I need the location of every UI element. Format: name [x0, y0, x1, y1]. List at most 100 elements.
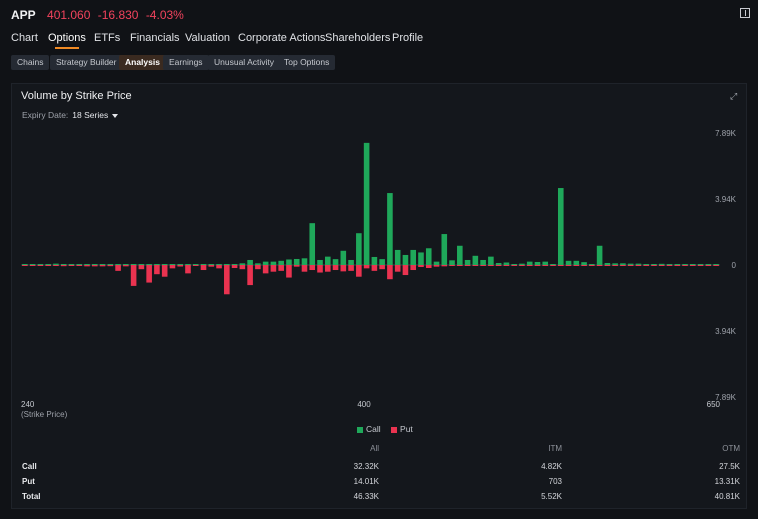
call-bar — [449, 260, 455, 265]
call-bar — [472, 255, 479, 265]
put-bar — [317, 265, 323, 273]
subtab-strategy-builder[interactable]: Strategy Builder — [50, 55, 123, 70]
call-bar — [589, 264, 595, 265]
put-bar — [472, 265, 479, 266]
legend-call[interactable]: Call — [357, 424, 381, 434]
call-bar — [270, 261, 277, 265]
volume-panel: Volume by Strike Price ⤢ Expiry Date: 18 … — [11, 83, 747, 509]
call-bar — [379, 259, 385, 265]
call-bar — [309, 223, 316, 265]
put-bar — [68, 265, 75, 266]
put-bar — [550, 265, 556, 266]
put-bar — [658, 265, 665, 266]
legend-put[interactable]: Put — [391, 424, 413, 434]
put-bar — [200, 265, 207, 271]
stats-row-total: Total 46.33K 5.52K 40.81K — [12, 492, 746, 506]
y-tick-label: 7.89K — [715, 129, 737, 138]
call-bar — [84, 264, 90, 265]
y-tick-label: 7.89K — [715, 393, 737, 402]
y-tick-label: 3.94K — [715, 327, 737, 336]
call-bar — [542, 261, 549, 265]
put-bar — [371, 265, 378, 271]
put-bar — [99, 265, 106, 267]
tab-corporate-actions[interactable]: Corporate Actions — [238, 32, 326, 44]
subtab-unusual-activity[interactable]: Unusual Activity — [208, 55, 280, 70]
call-bar — [239, 263, 246, 265]
call-bar — [612, 263, 618, 265]
tab-etfs[interactable]: ETFs — [94, 32, 121, 44]
header-otm: OTM — [722, 444, 740, 453]
stats-header-row: All ITM OTM — [12, 444, 746, 458]
legend-put-label: Put — [400, 424, 413, 434]
call-bar — [340, 250, 347, 265]
call-bar — [169, 264, 176, 265]
call-bar — [457, 245, 463, 265]
call-bar — [643, 264, 650, 265]
call-bar — [224, 264, 230, 265]
call-bar — [208, 264, 215, 265]
y-tick-label: 0 — [732, 261, 737, 270]
header-itm: ITM — [548, 444, 562, 453]
x-tick-label: 650 — [707, 400, 721, 409]
put-bar — [526, 265, 533, 266]
call-bar — [550, 264, 556, 265]
put-all: 14.01K — [353, 477, 379, 486]
call-bar — [604, 262, 611, 265]
call-bar — [255, 263, 261, 265]
call-bar — [146, 264, 152, 265]
call-bar — [534, 261, 541, 265]
tab-financials[interactable]: Financials — [130, 32, 180, 44]
expiry-selector[interactable]: Expiry Date: 18 Series — [22, 110, 119, 120]
call-bar — [91, 264, 98, 265]
call-bar — [658, 263, 665, 265]
call-bar — [301, 258, 308, 265]
put-bar — [154, 265, 160, 275]
tab-chart[interactable]: Chart — [11, 32, 38, 44]
header-bar: APP 401.060 -16.830 -4.03% — [0, 0, 758, 28]
put-bar — [596, 265, 603, 266]
put-bar — [433, 265, 440, 267]
put-bar — [60, 265, 67, 267]
tab-shareholders[interactable]: Shareholders — [325, 32, 391, 44]
call-bar — [402, 254, 409, 265]
call-bar — [60, 264, 67, 265]
expand-icon[interactable]: ⤢ — [730, 91, 738, 101]
subtab-chains[interactable]: Chains — [11, 55, 50, 70]
call-bar — [495, 262, 502, 265]
call-bar — [53, 263, 59, 265]
subtab-earnings[interactable]: Earnings — [163, 55, 209, 70]
call-bar — [185, 264, 191, 265]
total-all: 46.33K — [353, 492, 379, 501]
call-bar — [690, 264, 696, 265]
legend-call-label: Call — [366, 424, 381, 434]
call-bar — [177, 264, 184, 265]
call-bar — [192, 264, 199, 265]
call-bar — [200, 264, 207, 265]
call-all: 32.32K — [353, 462, 379, 471]
put-bar — [247, 265, 253, 286]
subtab-analysis[interactable]: Analysis — [119, 55, 166, 70]
header-all: All — [370, 444, 379, 453]
tab-options[interactable]: Options — [48, 32, 86, 49]
tab-profile[interactable]: Profile — [392, 32, 424, 44]
ticker-change: -16.830 — [97, 8, 139, 22]
call-bar — [596, 245, 603, 265]
call-bar — [216, 264, 222, 265]
put-bar — [340, 265, 347, 272]
put-bar — [511, 265, 517, 266]
call-bar — [627, 263, 634, 265]
x-tick-label: 400 — [357, 400, 371, 409]
call-bar — [503, 262, 510, 265]
tab-valuation[interactable]: Valuation — [185, 32, 231, 44]
call-swatch — [357, 426, 363, 433]
put-bar — [674, 265, 681, 266]
put-bar — [620, 265, 626, 266]
row-label: Total — [22, 492, 41, 501]
subtab-top-options[interactable]: Top Options — [278, 55, 336, 70]
call-bar — [356, 233, 362, 265]
collapse-panel-icon[interactable] — [740, 8, 750, 18]
put-bar — [441, 265, 448, 267]
put-bar — [45, 265, 51, 266]
put-bar — [604, 265, 611, 266]
call-bar — [573, 260, 580, 265]
